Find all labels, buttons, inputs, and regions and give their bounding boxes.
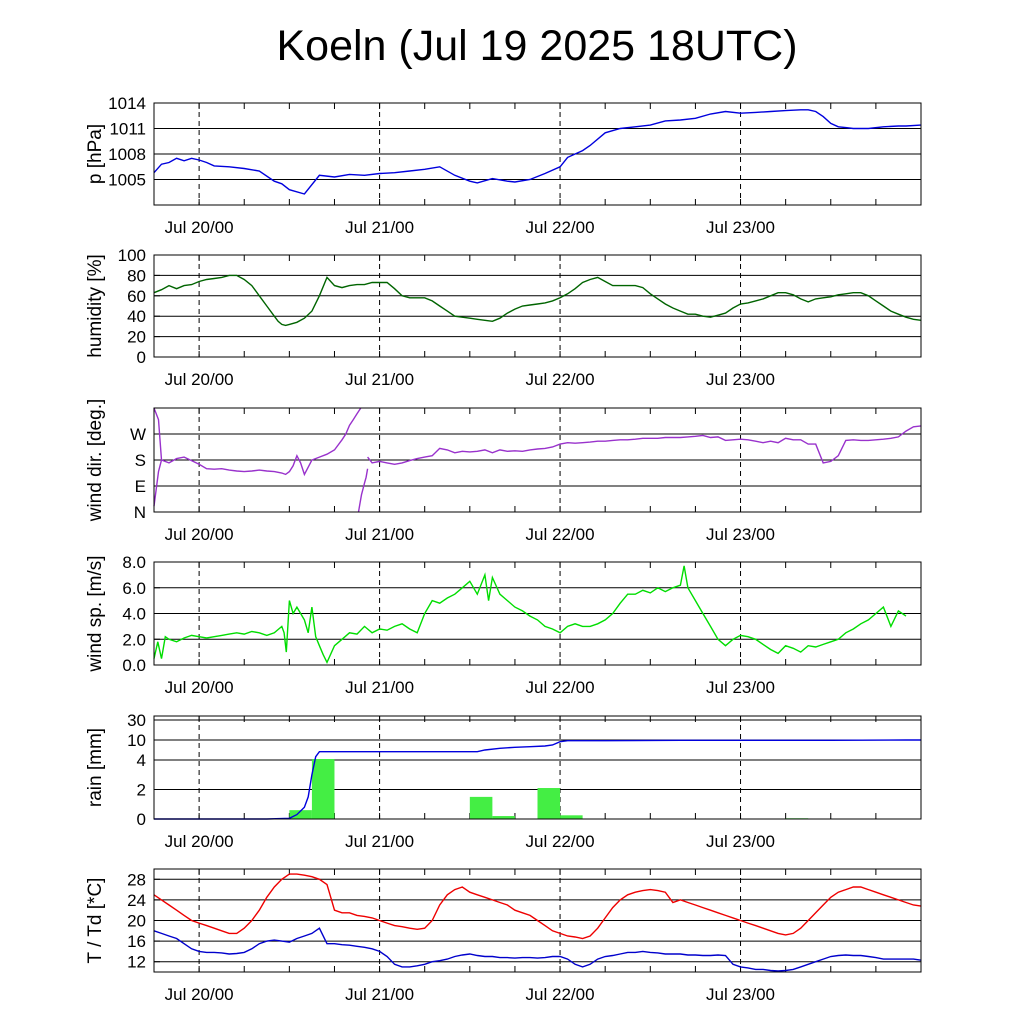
y-tick-label: 28 xyxy=(127,870,146,889)
x-tick-label: Jul 21/00 xyxy=(345,678,414,697)
y-tick-label: 8.0 xyxy=(122,553,146,572)
series-line-pressure-0 xyxy=(153,109,922,195)
y-tick-label: 1005 xyxy=(108,171,146,190)
y-tick-label: 16 xyxy=(127,932,146,951)
series-line-wind_dir-3 xyxy=(367,425,922,466)
y-tick-label: 12 xyxy=(127,953,146,972)
rain-bar xyxy=(560,815,583,819)
rain-bar xyxy=(289,810,312,819)
y-axis-label: humidity [%] xyxy=(85,254,106,357)
y-tick-label: 40 xyxy=(127,307,146,326)
y-tick-label: N xyxy=(134,503,146,522)
panel-frame xyxy=(153,561,922,666)
y-tick-label: 100 xyxy=(118,246,146,265)
y-tick-label: 4.0 xyxy=(122,605,146,624)
y-tick-label: 60 xyxy=(127,287,146,306)
rain-bar xyxy=(537,788,561,819)
x-tick-label: Jul 21/00 xyxy=(345,525,414,544)
panel-frame xyxy=(153,407,922,513)
chart-title: Koeln (Jul 19 2025 18UTC) xyxy=(276,22,798,70)
y-axis-label: p [hPa] xyxy=(85,124,106,184)
series-line-wind_speed-0 xyxy=(153,565,907,665)
y-tick-label: 0.0 xyxy=(122,656,146,675)
y-tick-label: 1014 xyxy=(108,94,146,113)
x-tick-label: Jul 22/00 xyxy=(526,370,595,389)
x-tick-label: Jul 23/00 xyxy=(706,985,775,1004)
x-tick-label: Jul 20/00 xyxy=(165,370,234,389)
y-tick-label: S xyxy=(135,451,146,470)
x-tick-label: Jul 21/00 xyxy=(345,832,414,851)
x-tick-label: Jul 20/00 xyxy=(165,985,234,1004)
panel-frame xyxy=(153,254,922,358)
y-axis-label: wind sp. [m/s] xyxy=(85,555,106,672)
y-tick-label: 80 xyxy=(127,266,146,285)
y-axis-label: wind dir. [deg.] xyxy=(85,399,106,523)
rain-bar xyxy=(469,796,493,819)
x-tick-label: Jul 22/00 xyxy=(526,985,595,1004)
panel-frame xyxy=(153,715,922,820)
y-tick-label: 4 xyxy=(137,751,146,770)
x-tick-label: Jul 21/00 xyxy=(345,370,414,389)
y-tick-label: 2 xyxy=(137,781,146,800)
x-tick-label: Jul 22/00 xyxy=(526,218,595,237)
y-tick-label: 0 xyxy=(137,348,146,367)
panel-frame xyxy=(153,102,922,206)
series-line-temp-1 xyxy=(153,927,922,972)
y-tick-label: W xyxy=(130,425,146,444)
series-line-wind_dir-0 xyxy=(153,407,362,477)
y-tick-label: 1011 xyxy=(109,120,146,139)
y-tick-label: 1008 xyxy=(108,145,146,164)
x-tick-label: Jul 23/00 xyxy=(706,832,775,851)
rain-bar xyxy=(311,759,335,819)
y-tick-label: 20 xyxy=(127,328,146,347)
y-tick-label: 20 xyxy=(127,912,146,931)
x-tick-label: Jul 23/00 xyxy=(706,370,775,389)
x-tick-label: Jul 22/00 xyxy=(526,525,595,544)
x-tick-label: Jul 20/00 xyxy=(165,525,234,544)
x-tick-label: Jul 23/00 xyxy=(706,525,775,544)
x-tick-label: Jul 22/00 xyxy=(526,832,595,851)
series-line-temp-0 xyxy=(153,873,922,940)
x-tick-label: Jul 20/00 xyxy=(165,218,234,237)
x-tick-label: Jul 23/00 xyxy=(706,218,775,237)
y-axis-label: rain [mm] xyxy=(85,728,106,807)
x-tick-label: Jul 23/00 xyxy=(706,678,775,697)
y-tick-label: E xyxy=(135,477,146,496)
x-tick-label: Jul 20/00 xyxy=(165,678,234,697)
y-tick-label: 6.0 xyxy=(122,579,146,598)
y-tick-label: 10 xyxy=(127,731,146,750)
x-tick-label: Jul 22/00 xyxy=(526,678,595,697)
y-tick-label: 2.0 xyxy=(122,630,146,649)
x-tick-label: Jul 21/00 xyxy=(345,985,414,1004)
y-axis-label: T / Td [*C] xyxy=(85,878,106,964)
y-tick-label: 30 xyxy=(127,711,146,730)
series-line-wind_dir-1 xyxy=(153,459,163,507)
series-line-wind_dir-2 xyxy=(357,468,369,513)
y-tick-label: 24 xyxy=(127,891,146,910)
x-tick-label: Jul 21/00 xyxy=(345,218,414,237)
series-line-rain-0 xyxy=(154,739,921,820)
y-tick-label: 0 xyxy=(137,810,146,829)
rain-bar xyxy=(492,816,515,819)
series-line-humidity-0 xyxy=(153,274,922,327)
panel-frame xyxy=(153,868,922,973)
x-tick-label: Jul 20/00 xyxy=(165,832,234,851)
